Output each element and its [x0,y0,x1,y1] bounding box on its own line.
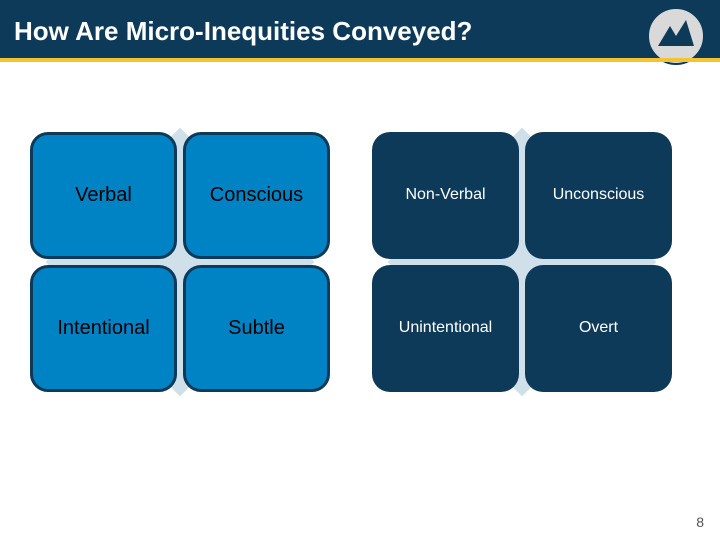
header-underline [0,58,720,62]
group-left: Verbal Conscious Intentional Subtle [30,132,330,392]
cell-intentional: Intentional [30,265,177,392]
grid-right: Non-Verbal Unconscious Unintentional Ove… [372,132,672,392]
page-number: 8 [696,514,704,530]
page-title: How Are Micro-Inequities Conveyed? [14,16,472,47]
brand-logo [646,6,706,66]
cell-unconscious: Unconscious [525,132,672,259]
cell-subtle: Subtle [183,265,330,392]
cell-overt: Overt [525,265,672,392]
content-area: Verbal Conscious Intentional Subtle Non-… [0,102,720,512]
cell-verbal: Verbal [30,132,177,259]
grid-left: Verbal Conscious Intentional Subtle [30,132,330,392]
cell-nonverbal: Non-Verbal [372,132,519,259]
header-bar: How Are Micro-Inequities Conveyed? [0,0,720,62]
group-right: Non-Verbal Unconscious Unintentional Ove… [372,132,672,392]
cell-conscious: Conscious [183,132,330,259]
cell-unintentional: Unintentional [372,265,519,392]
